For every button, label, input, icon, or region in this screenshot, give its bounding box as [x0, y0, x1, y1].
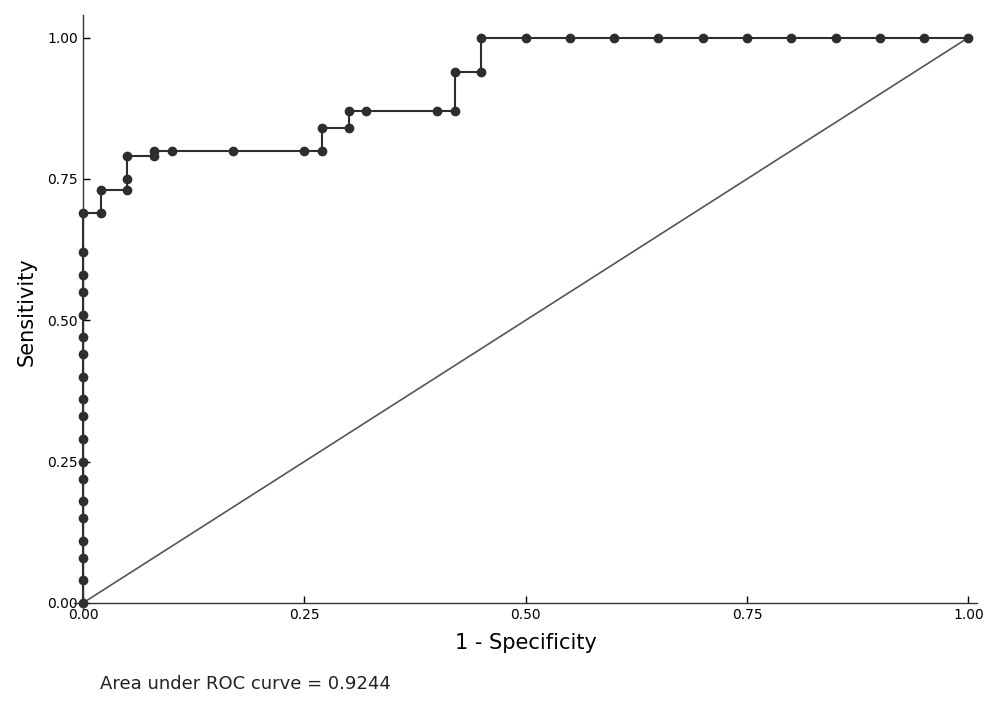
Y-axis label: Sensitivity: Sensitivity: [16, 257, 36, 366]
Text: Area under ROC curve = 0.9244: Area under ROC curve = 0.9244: [100, 675, 391, 693]
X-axis label: 1 - Specificity: 1 - Specificity: [455, 633, 597, 653]
